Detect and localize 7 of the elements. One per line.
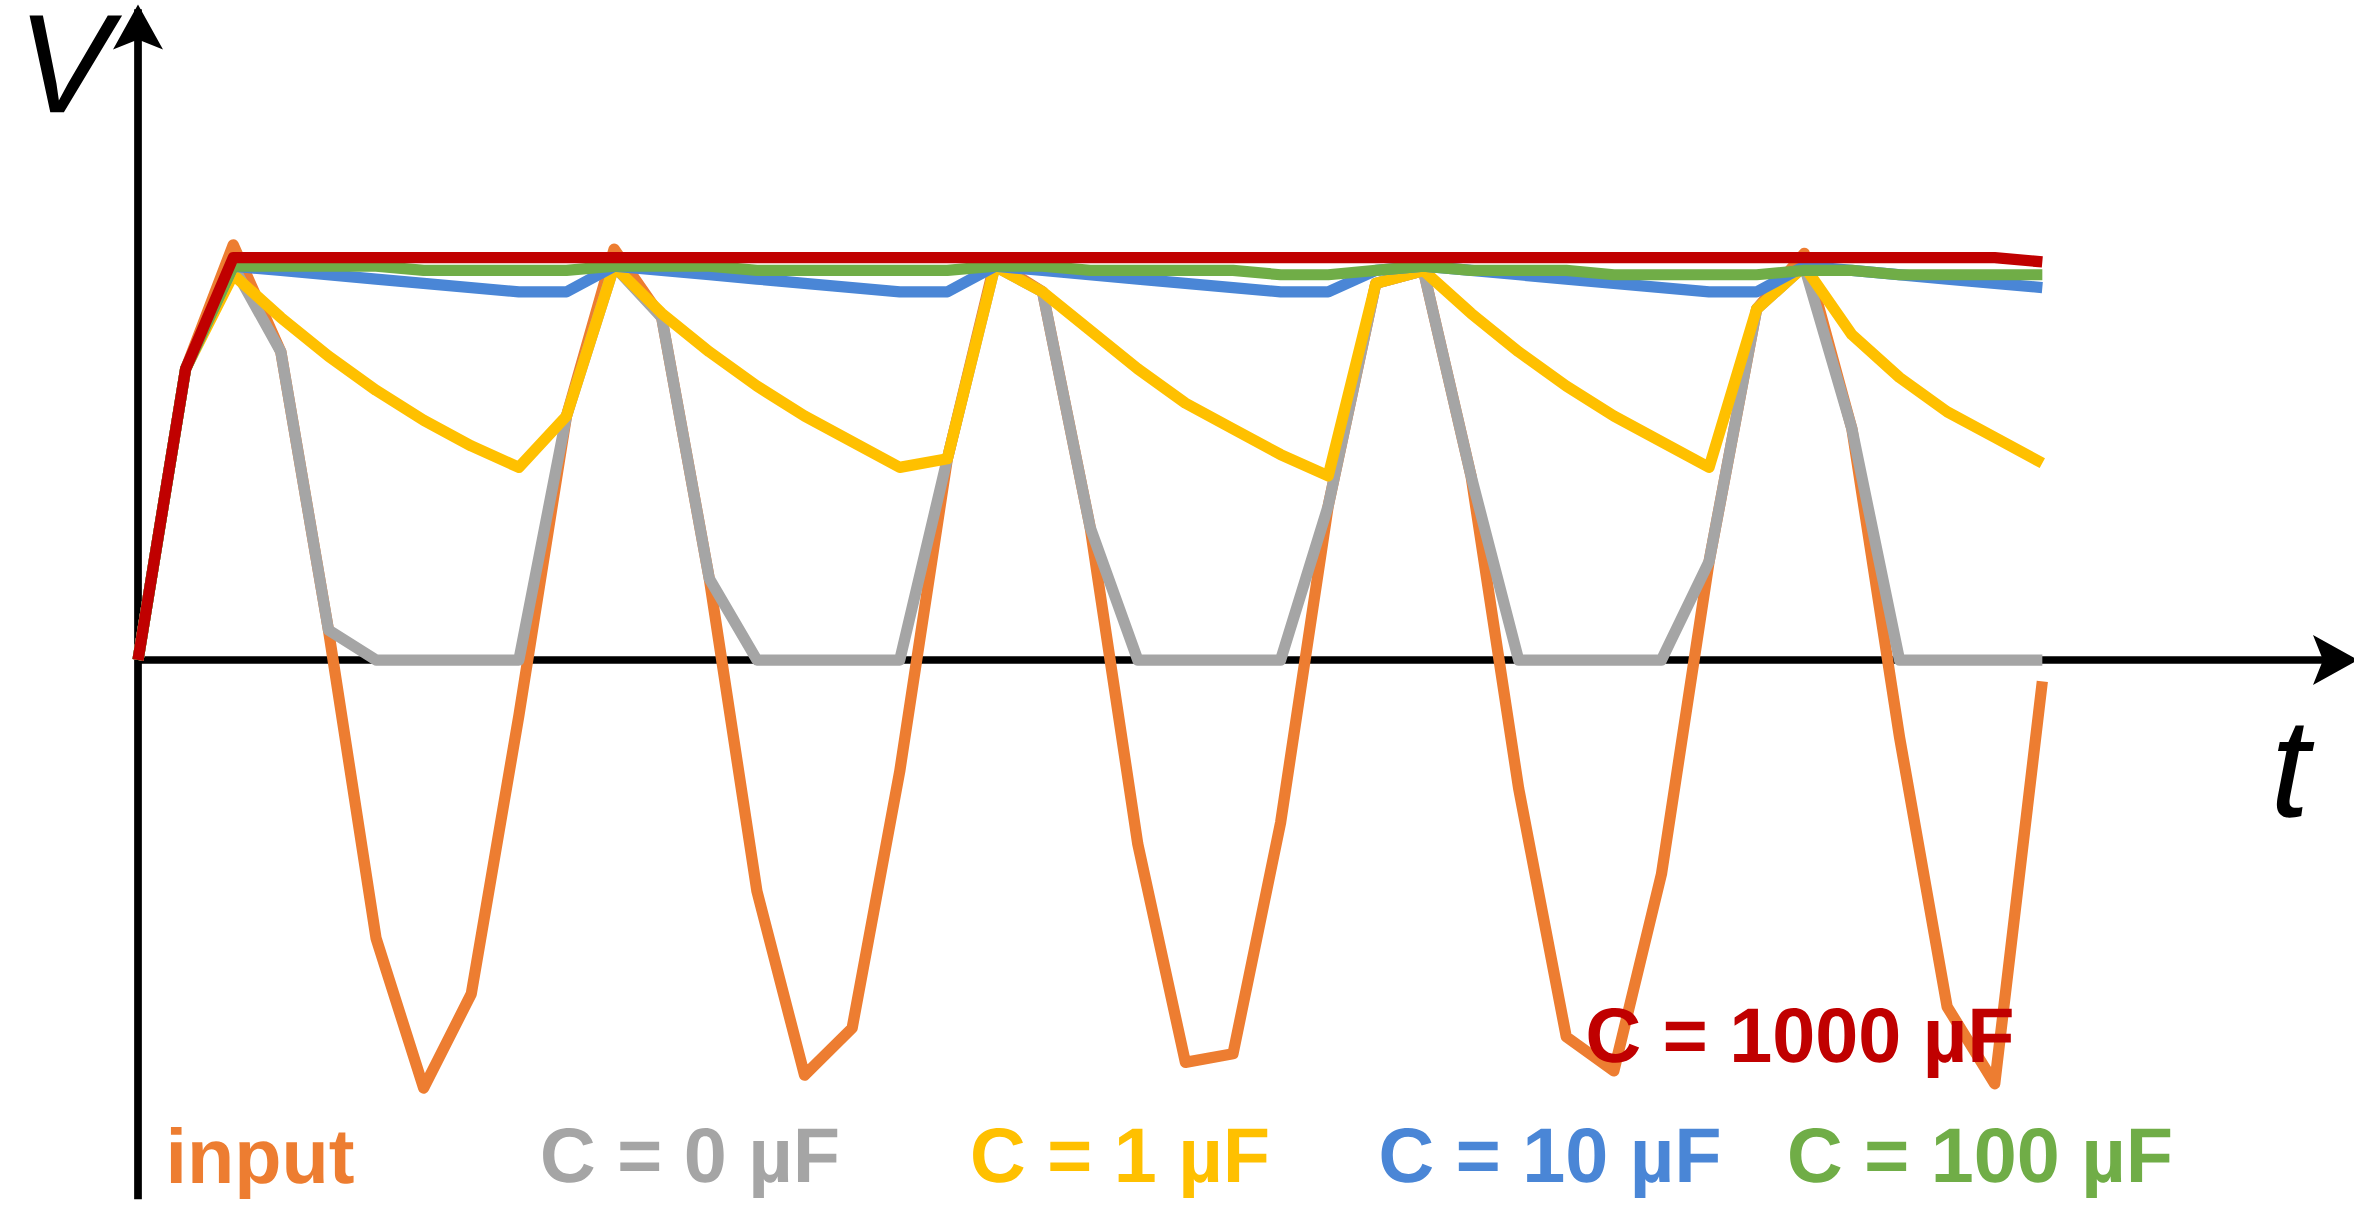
series-label: input [170,1126,354,1200]
text: C = 0 µF [543,1127,838,1199]
text: C = 1 µF [973,1127,1268,1199]
text: C = 10 µF [1381,1127,1719,1199]
x-axis-title: t [2276,725,2315,818]
text: C = 100 µF [1790,1127,2171,1199]
y-axis-title: V [29,15,123,113]
